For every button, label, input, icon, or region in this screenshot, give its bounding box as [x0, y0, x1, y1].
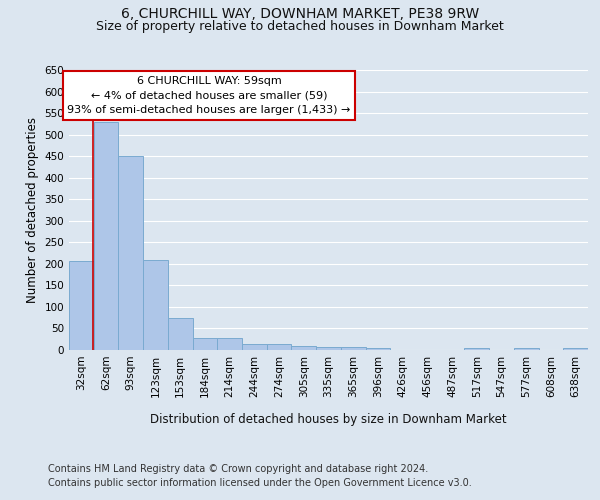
Text: 6, CHURCHILL WAY, DOWNHAM MARKET, PE38 9RW: 6, CHURCHILL WAY, DOWNHAM MARKET, PE38 9…	[121, 8, 479, 22]
Text: Size of property relative to detached houses in Downham Market: Size of property relative to detached ho…	[96, 20, 504, 33]
Bar	[118, 156, 143, 350]
Bar	[563, 348, 588, 350]
Text: Distribution of detached houses by size in Downham Market: Distribution of detached houses by size …	[151, 412, 507, 426]
Bar	[168, 318, 193, 350]
Bar	[69, 261, 94, 350]
Bar	[94, 122, 118, 350]
Bar	[242, 344, 267, 350]
Bar	[316, 346, 341, 350]
Bar	[464, 348, 489, 350]
Bar	[341, 346, 365, 350]
Bar	[143, 260, 168, 350]
Bar	[267, 344, 292, 350]
Bar	[365, 348, 390, 350]
Y-axis label: Number of detached properties: Number of detached properties	[26, 117, 39, 303]
Bar	[514, 348, 539, 350]
Bar	[292, 346, 316, 350]
Text: Contains public sector information licensed under the Open Government Licence v3: Contains public sector information licen…	[48, 478, 472, 488]
Text: 6 CHURCHILL WAY: 59sqm
← 4% of detached houses are smaller (59)
93% of semi-deta: 6 CHURCHILL WAY: 59sqm ← 4% of detached …	[67, 76, 351, 115]
Bar	[193, 338, 217, 350]
Bar	[217, 338, 242, 350]
Text: Contains HM Land Registry data © Crown copyright and database right 2024.: Contains HM Land Registry data © Crown c…	[48, 464, 428, 474]
